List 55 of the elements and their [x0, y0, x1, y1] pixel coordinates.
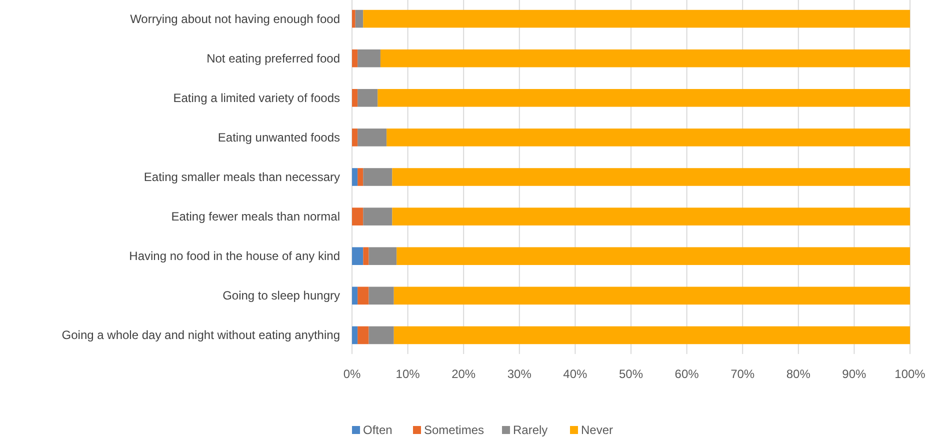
- x-tick-label: 30%: [507, 367, 532, 381]
- y-tick-label: Going to sleep hungry: [222, 288, 340, 303]
- bar: [352, 286, 358, 305]
- bar: [363, 247, 369, 266]
- x-tick-label: 60%: [674, 367, 700, 381]
- bar: [355, 10, 364, 28]
- legend-label: Often: [363, 423, 392, 437]
- bar: [352, 10, 356, 28]
- bar: [358, 49, 380, 68]
- bar: [396, 247, 910, 266]
- bar: [358, 88, 378, 107]
- bar: [363, 208, 392, 226]
- bar: [392, 168, 910, 186]
- bar: [352, 128, 358, 146]
- bar: [363, 168, 392, 186]
- y-tick-label: Having no food in the house of any kind: [129, 249, 340, 264]
- bar: [352, 88, 358, 107]
- x-tick-label: 80%: [786, 367, 811, 381]
- bar: [358, 286, 369, 305]
- y-tick-label: Going a whole day and night without eating anything: [62, 328, 340, 342]
- bar: [352, 208, 364, 226]
- x-tick-label: 20%: [452, 367, 476, 381]
- y-tick-label: Eating a limited variety of foods: [173, 90, 340, 105]
- bar: [368, 286, 394, 305]
- x-tick-label: 50%: [618, 367, 644, 381]
- bar: [394, 326, 910, 344]
- bar: [352, 326, 358, 344]
- legend-label: Never: [581, 423, 614, 437]
- x-tick-label: 70%: [730, 367, 755, 381]
- bar: [352, 168, 358, 186]
- bar: [352, 247, 364, 266]
- bar: [352, 49, 358, 68]
- bar: [380, 49, 910, 68]
- bar: [363, 10, 910, 28]
- x-tick-label: 100%: [894, 367, 926, 381]
- bar: [386, 128, 910, 146]
- bar: [358, 128, 387, 146]
- y-tick-label: Not eating preferred food: [206, 51, 340, 66]
- legend-label: Rarely: [513, 423, 548, 437]
- bar: [358, 326, 369, 344]
- y-tick-label: Worrying about not having enough food: [130, 12, 340, 26]
- bar: [394, 286, 910, 305]
- bar: [392, 208, 910, 226]
- bar: [368, 247, 397, 266]
- bar: [378, 88, 910, 107]
- y-tick-label: Eating fewer meals than normal: [171, 210, 340, 224]
- y-tick-label: Eating unwanted foods: [218, 130, 340, 144]
- bar: [368, 326, 394, 344]
- bar: [358, 168, 364, 186]
- y-tick-label: Eating smaller meals than necessary: [144, 170, 340, 184]
- legend-label: Sometimes: [424, 423, 484, 437]
- x-tick-label: 10%: [396, 367, 420, 381]
- x-tick-label: 0%: [343, 367, 361, 381]
- x-tick-label: 40%: [563, 367, 588, 381]
- x-tick-label: 90%: [842, 367, 867, 381]
